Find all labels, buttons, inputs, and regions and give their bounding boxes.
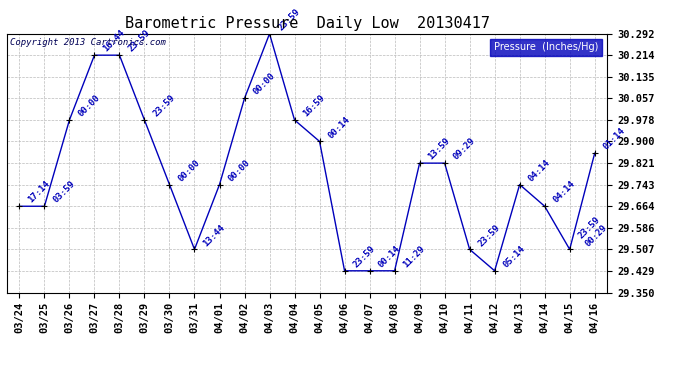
Text: 00:14: 00:14 — [377, 244, 402, 269]
Title: Barometric Pressure  Daily Low  20130417: Barometric Pressure Daily Low 20130417 — [125, 16, 489, 31]
Text: 04:14: 04:14 — [526, 158, 552, 183]
Text: 00:00: 00:00 — [226, 158, 252, 183]
Text: 16:44: 16:44 — [101, 28, 127, 54]
Text: 16:59: 16:59 — [302, 93, 327, 118]
Text: 00:00: 00:00 — [251, 72, 277, 97]
Text: 00:14: 00:14 — [326, 115, 352, 140]
Text: 05:14: 05:14 — [502, 244, 527, 269]
Text: 11:29: 11:29 — [402, 244, 427, 269]
Text: 23:59
00:29: 23:59 00:29 — [577, 215, 609, 248]
Text: 03:59: 03:59 — [51, 180, 77, 205]
Text: 00:00: 00:00 — [77, 93, 101, 118]
Text: 23:59: 23:59 — [477, 223, 502, 248]
Text: 13:59: 13:59 — [426, 136, 452, 162]
Text: 00:00: 00:00 — [177, 158, 201, 183]
Text: Copyright 2013 Cartronics.com: Copyright 2013 Cartronics.com — [10, 38, 166, 46]
Text: 23:59: 23:59 — [126, 28, 152, 54]
Text: 23:59: 23:59 — [351, 244, 377, 269]
Text: 23:59: 23:59 — [151, 93, 177, 118]
Text: 17:14: 17:14 — [26, 180, 52, 205]
Text: 01:14: 01:14 — [602, 126, 627, 152]
Text: 09:29: 09:29 — [451, 136, 477, 162]
Text: 23:59: 23:59 — [277, 7, 302, 32]
Text: 13:44: 13:44 — [201, 223, 227, 248]
Legend: Pressure  (Inches/Hg): Pressure (Inches/Hg) — [490, 39, 602, 56]
Text: 04:14: 04:14 — [551, 180, 577, 205]
